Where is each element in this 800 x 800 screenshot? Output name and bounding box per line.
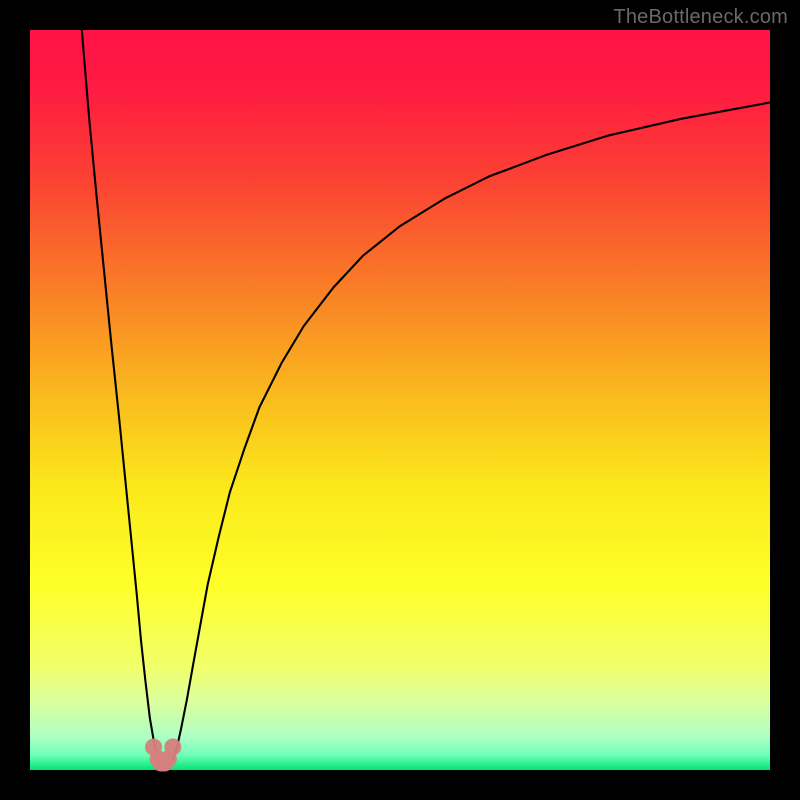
optimal-marker <box>164 739 181 756</box>
bottleneck-chart-svg <box>0 0 800 800</box>
gradient-background <box>30 30 770 770</box>
chart-container: TheBottleneck.com <box>0 0 800 800</box>
attribution-text: TheBottleneck.com <box>613 6 788 29</box>
